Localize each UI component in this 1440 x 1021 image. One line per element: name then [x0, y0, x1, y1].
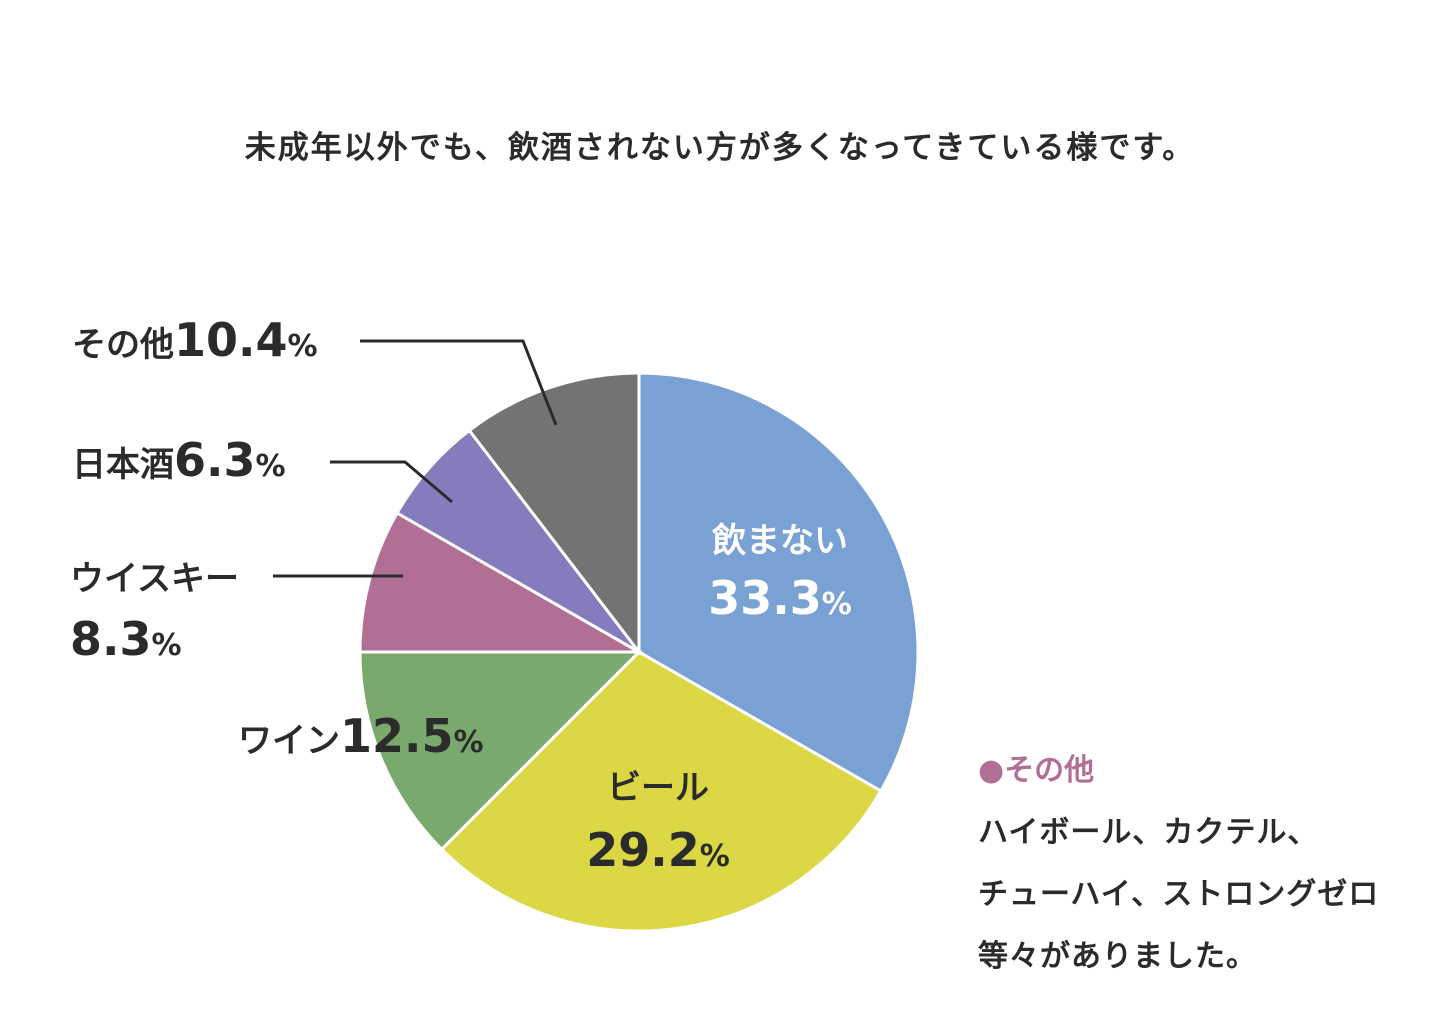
- unit-label: %: [454, 725, 484, 760]
- unit-label: %: [152, 628, 182, 663]
- category-label: 飲まない: [712, 521, 848, 561]
- pie-slice: [439, 650, 883, 933]
- slice-label: その他10.4%: [72, 313, 318, 367]
- slice-value: 33.3%: [708, 571, 852, 625]
- leader-lines: [273, 339, 558, 578]
- category-label: ウイスキー: [70, 559, 239, 599]
- pie-slice: [637, 371, 920, 794]
- slice-value: 29.2%: [586, 823, 730, 877]
- category-label: ビール: [607, 768, 709, 808]
- value-label: 6.3: [174, 433, 256, 487]
- bullet-icon: ●: [978, 753, 1005, 788]
- other-note: ●その他 ハイボール、カクテル、 チューハイ、ストロングゼロ 等々がありました。: [978, 748, 1379, 988]
- unit-label: %: [700, 839, 730, 874]
- pie-slice: [358, 650, 643, 852]
- note-line: ハイボール、カクテル、: [978, 815, 1319, 850]
- unit-label: %: [288, 329, 318, 364]
- unit-label: %: [822, 587, 852, 622]
- value-label: 33.3: [708, 571, 822, 625]
- slice-label: ウイスキー: [70, 559, 239, 599]
- slice-label: 日本酒6.3%: [72, 433, 286, 487]
- slice-value: 8.3%: [70, 612, 182, 666]
- leader-line-sake: [330, 460, 453, 504]
- note-heading: ●その他: [978, 748, 1379, 794]
- pie-slice: [358, 510, 645, 654]
- category-label: ワイン: [238, 721, 340, 761]
- note-line: 等々がありました。: [978, 939, 1257, 974]
- category-label: その他: [72, 325, 174, 365]
- slice-label: ビール: [607, 768, 709, 808]
- value-label: 29.2: [586, 823, 700, 877]
- pie-slices: [358, 371, 920, 933]
- value-label: 12.5: [340, 709, 454, 763]
- note-line: チューハイ、ストロングゼロ: [978, 877, 1380, 912]
- value-label: 8.3: [70, 612, 152, 666]
- slice-label: 飲まない: [712, 521, 848, 561]
- unit-label: %: [256, 449, 286, 484]
- chart-title: 未成年以外でも、飲酒されない方が多くなってきている様です。: [244, 130, 1196, 166]
- category-label: 日本酒: [72, 445, 174, 485]
- pie-slice: [467, 371, 641, 657]
- leader-line-other: [360, 339, 558, 426]
- value-label: 10.4: [174, 313, 288, 367]
- note-heading-text: その他: [1004, 753, 1095, 788]
- slice-label: ワイン12.5%: [238, 709, 484, 763]
